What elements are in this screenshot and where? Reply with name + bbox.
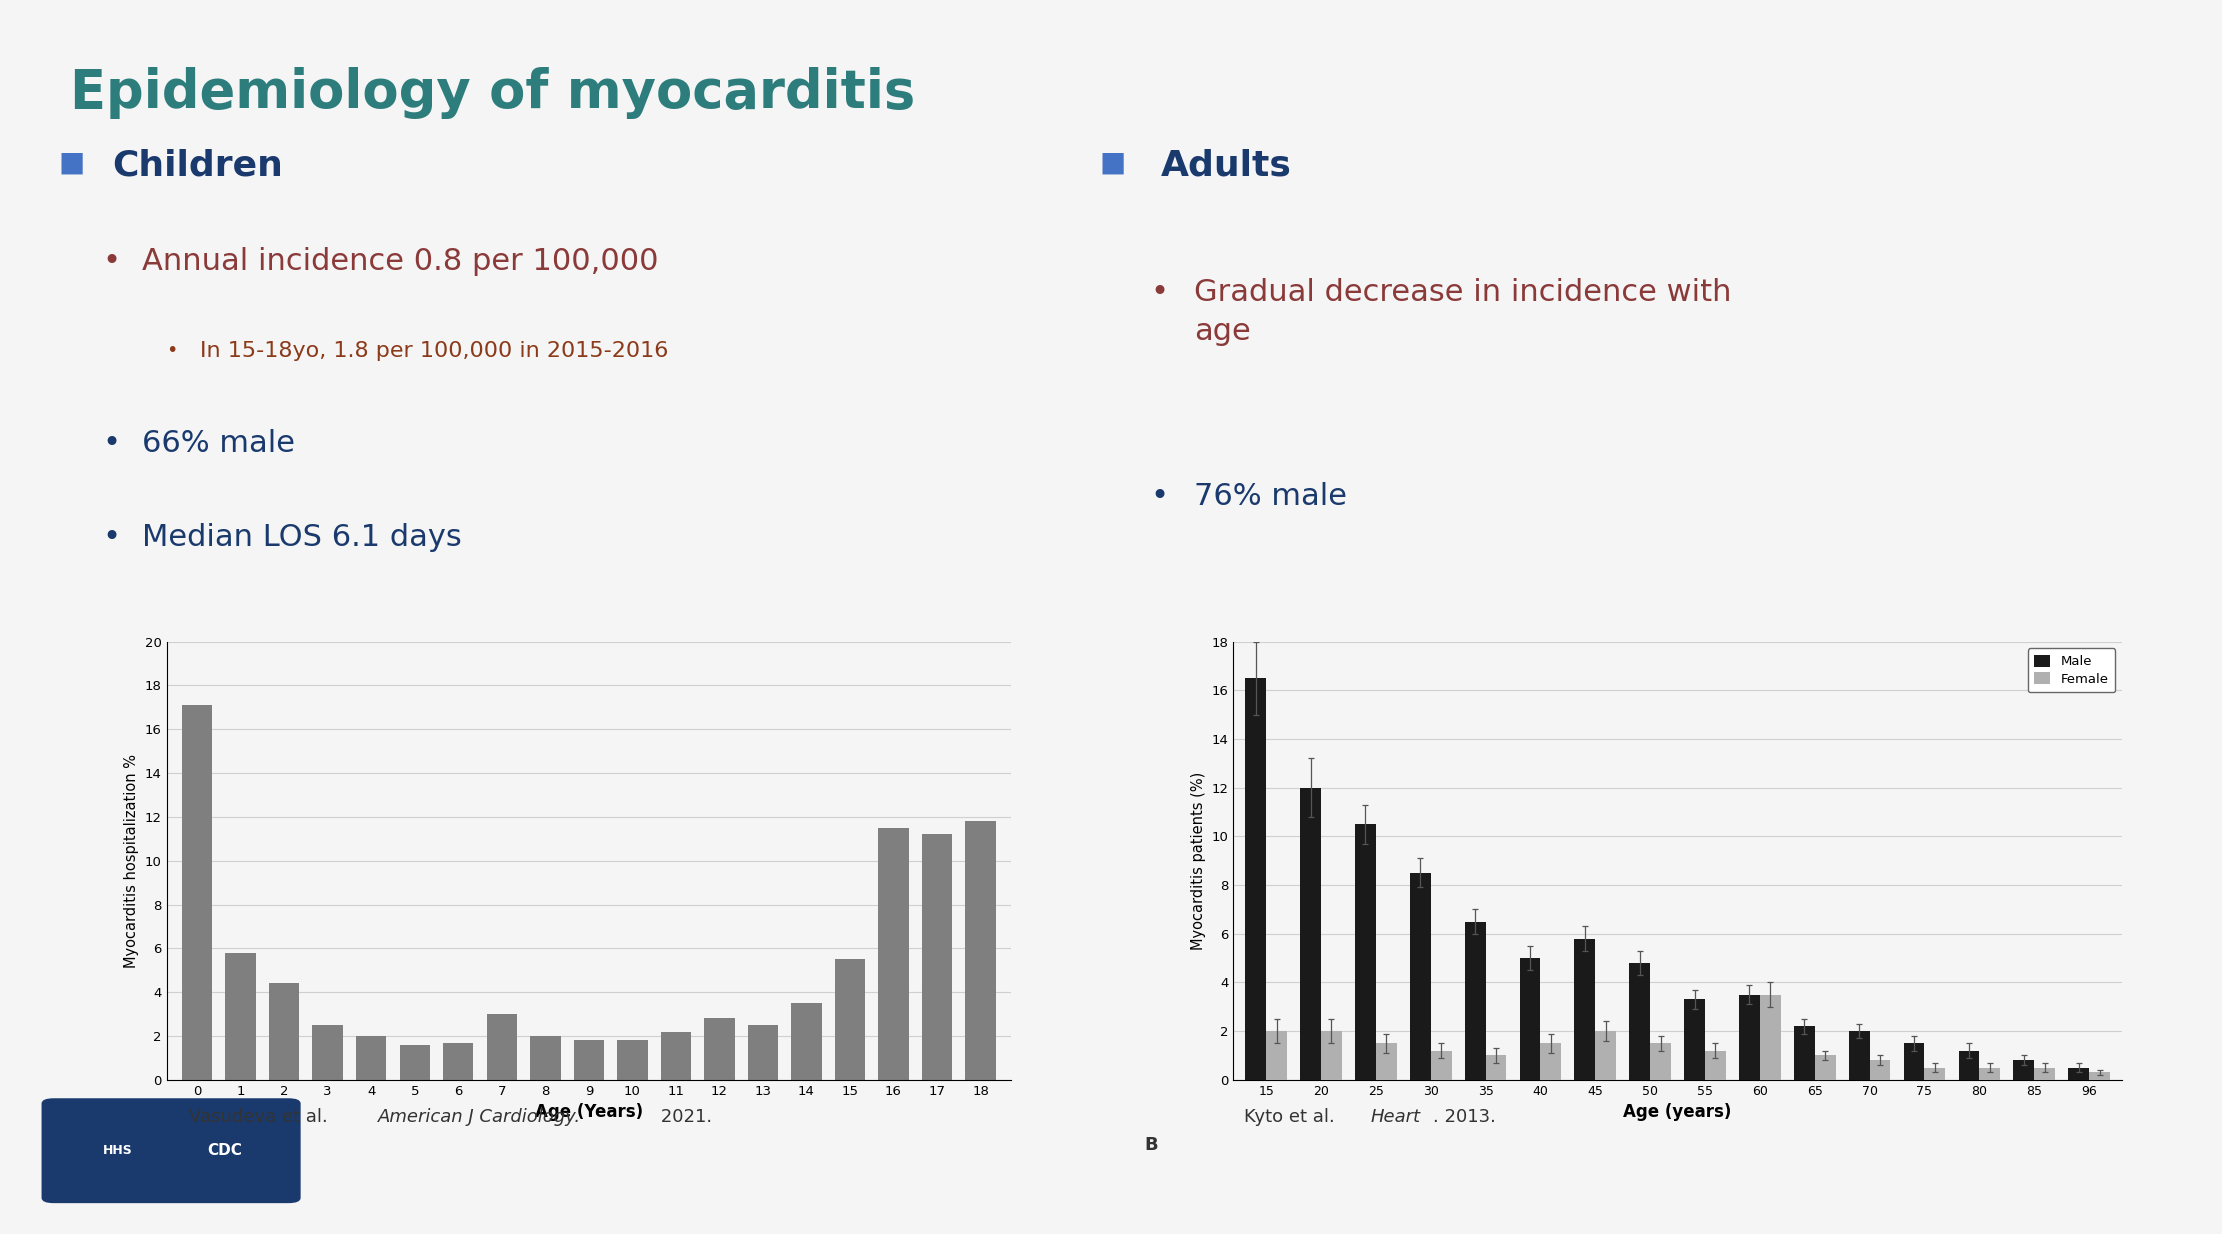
Bar	[442, 1043, 473, 1080]
Bar	[1849, 1032, 1869, 1080]
Bar	[747, 1025, 778, 1080]
Bar	[487, 1014, 518, 1080]
Bar	[660, 1032, 691, 1080]
Bar	[182, 705, 213, 1080]
Text: Kyto et al.: Kyto et al.	[1244, 1108, 1340, 1125]
Bar	[1924, 1067, 1944, 1080]
Text: 76% male: 76% male	[1195, 482, 1347, 511]
Bar	[1431, 1050, 1451, 1080]
Bar	[878, 828, 909, 1080]
Bar	[1629, 963, 1651, 1080]
FancyBboxPatch shape	[42, 1098, 300, 1203]
Bar	[269, 983, 300, 1080]
Bar	[531, 1037, 560, 1080]
Bar	[1793, 1027, 1815, 1080]
Bar	[1487, 1055, 1507, 1080]
Legend: Male, Female: Male, Female	[2029, 648, 2115, 692]
Bar	[2033, 1067, 2055, 1080]
Bar	[1651, 1043, 1671, 1080]
Bar	[1355, 824, 1375, 1080]
Text: ■: ■	[1100, 148, 1127, 176]
Text: In 15-18yo, 1.8 per 100,000 in 2015-2016: In 15-18yo, 1.8 per 100,000 in 2015-2016	[200, 341, 669, 360]
Text: 66% male: 66% male	[142, 429, 296, 459]
Bar	[1869, 1060, 1891, 1080]
Bar	[1244, 679, 1267, 1080]
Bar	[835, 959, 864, 1080]
Bar	[1760, 995, 1780, 1080]
Text: Annual incidence 0.8 per 100,000: Annual incidence 0.8 per 100,000	[142, 247, 658, 276]
Bar	[922, 834, 953, 1080]
Bar	[573, 1040, 604, 1080]
Text: Heart: Heart	[1371, 1108, 1422, 1125]
Text: •: •	[167, 341, 178, 359]
Bar	[1520, 958, 1540, 1080]
Bar	[1980, 1067, 2000, 1080]
Bar	[1684, 1000, 1704, 1080]
Text: •: •	[1151, 482, 1169, 511]
Bar	[1464, 922, 1487, 1080]
Text: •: •	[102, 429, 120, 459]
Bar	[1595, 1032, 1615, 1080]
Bar	[618, 1040, 647, 1080]
Bar	[356, 1037, 387, 1080]
Text: •: •	[1151, 279, 1169, 307]
Text: HHS: HHS	[102, 1144, 131, 1157]
Y-axis label: Myocarditis patients (%): Myocarditis patients (%)	[1191, 771, 1207, 950]
Text: Median LOS 6.1 days: Median LOS 6.1 days	[142, 523, 462, 553]
Text: 2021.: 2021.	[655, 1108, 713, 1125]
Text: B: B	[1144, 1135, 1158, 1154]
Bar	[2089, 1072, 2111, 1080]
Bar	[1740, 995, 1760, 1080]
X-axis label: Age (years): Age (years)	[1624, 1103, 1731, 1122]
Bar	[1904, 1043, 1924, 1080]
Bar	[1815, 1055, 1835, 1080]
Text: American J Cardiology.: American J Cardiology.	[378, 1108, 580, 1125]
Bar	[1322, 1032, 1342, 1080]
Bar	[1375, 1043, 1398, 1080]
Bar	[964, 822, 995, 1080]
Text: Adults: Adults	[1160, 148, 1291, 183]
Bar	[2013, 1060, 2033, 1080]
Text: Vasudeva et al.: Vasudeva et al.	[189, 1108, 333, 1125]
Bar	[1300, 787, 1322, 1080]
Bar	[791, 1003, 822, 1080]
Bar	[400, 1045, 431, 1080]
Text: Gradual decrease in incidence with
age: Gradual decrease in incidence with age	[1195, 279, 1731, 346]
X-axis label: Age (Years): Age (Years)	[536, 1103, 642, 1122]
Bar	[704, 1018, 735, 1080]
Y-axis label: Myocarditis hospitalization %: Myocarditis hospitalization %	[124, 754, 140, 967]
Text: Epidemiology of myocarditis: Epidemiology of myocarditis	[71, 67, 915, 118]
Bar	[1958, 1050, 1980, 1080]
Text: CDC: CDC	[207, 1143, 242, 1159]
Bar	[1411, 872, 1431, 1080]
Text: ■: ■	[58, 148, 84, 176]
Bar	[1704, 1050, 1726, 1080]
Text: . 2013.: . 2013.	[1433, 1108, 1495, 1125]
Text: Children: Children	[113, 148, 284, 183]
Text: •: •	[102, 247, 120, 276]
Bar	[2069, 1067, 2089, 1080]
Bar	[1575, 939, 1595, 1080]
Bar	[313, 1025, 342, 1080]
Text: •: •	[102, 523, 120, 553]
Bar	[1540, 1043, 1562, 1080]
Bar	[1267, 1032, 1287, 1080]
Bar	[224, 953, 256, 1080]
